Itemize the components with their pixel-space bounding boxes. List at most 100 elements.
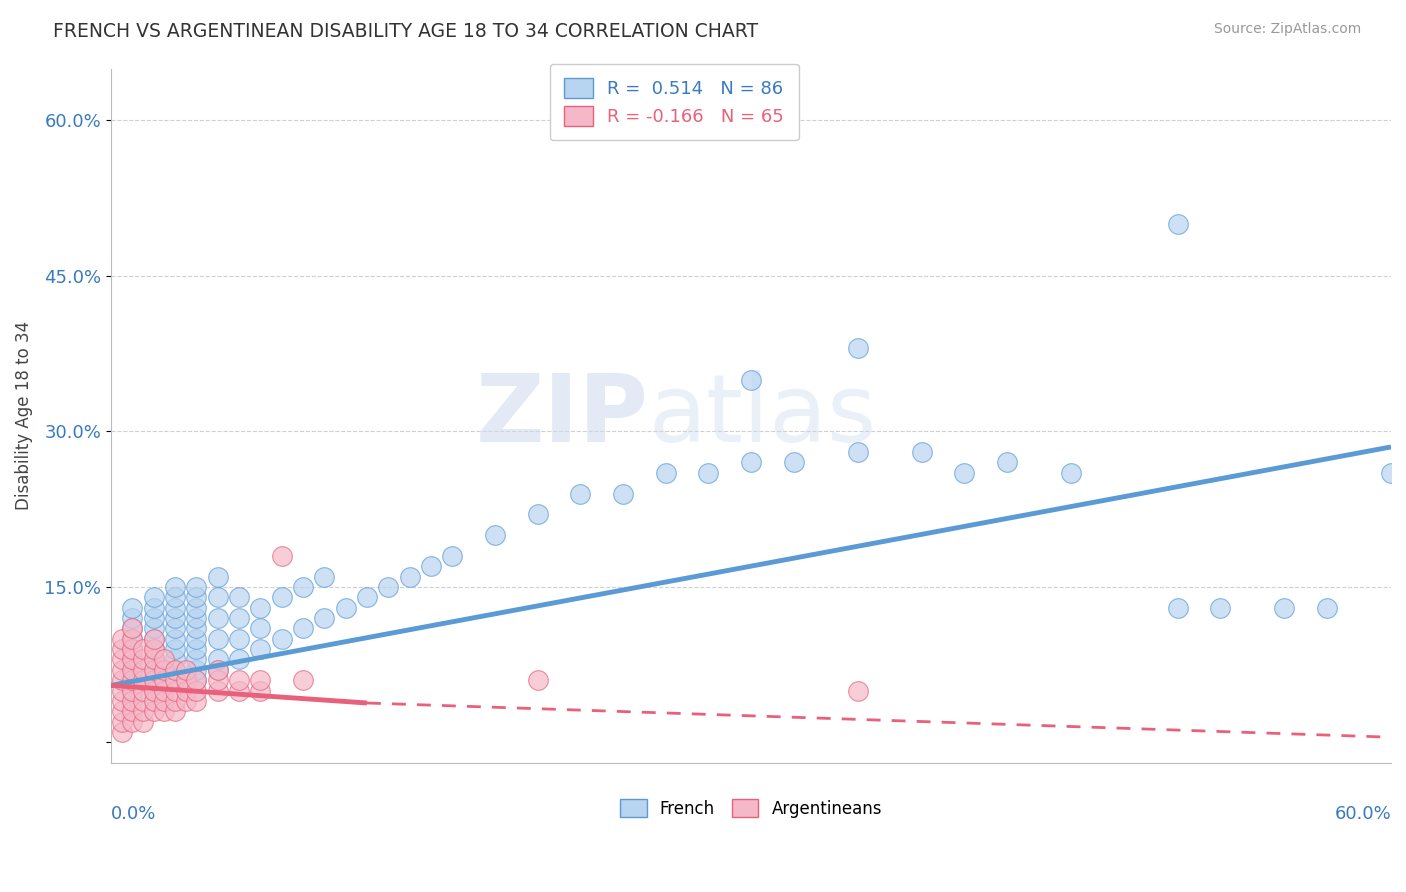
Point [740, 372, 762, 386]
Point [249, 600, 271, 615]
Point [142, 673, 165, 688]
Point [186, 673, 208, 688]
Point [153, 652, 176, 666]
Point [207, 591, 229, 605]
Point [1316, 600, 1339, 615]
Point [121, 663, 143, 677]
Point [911, 445, 934, 459]
Point [174, 663, 197, 677]
Point [1167, 600, 1189, 615]
Point [291, 580, 314, 594]
Point [111, 714, 134, 729]
Point [228, 591, 250, 605]
Point [121, 673, 143, 688]
Point [249, 673, 271, 688]
Point [356, 591, 378, 605]
Point [132, 714, 155, 729]
Point [142, 663, 165, 677]
Point [163, 642, 186, 657]
Point [526, 673, 548, 688]
Point [228, 632, 250, 646]
Point [526, 508, 548, 522]
Point [441, 549, 464, 563]
Point [142, 704, 165, 718]
Point [228, 611, 250, 625]
Point [740, 455, 762, 469]
Point [121, 694, 143, 708]
Point [142, 642, 165, 657]
Point [142, 673, 165, 688]
Point [111, 725, 134, 739]
Point [163, 632, 186, 646]
Point [249, 642, 271, 657]
Point [398, 569, 420, 583]
Point [121, 621, 143, 635]
Point [111, 673, 134, 688]
Point [270, 549, 292, 563]
Point [121, 683, 143, 698]
Point [186, 673, 208, 688]
Point [142, 591, 165, 605]
Point [1209, 600, 1232, 615]
Text: 60.0%: 60.0% [1334, 805, 1391, 822]
Point [163, 621, 186, 635]
Point [142, 683, 165, 698]
Point [377, 580, 399, 594]
Point [1272, 600, 1295, 615]
Point [207, 673, 229, 688]
Point [314, 569, 336, 583]
Point [270, 632, 292, 646]
Point [995, 455, 1018, 469]
Point [228, 652, 250, 666]
Point [121, 704, 143, 718]
Point [174, 694, 197, 708]
Point [207, 683, 229, 698]
Point [132, 683, 155, 698]
Point [207, 663, 229, 677]
Point [111, 632, 134, 646]
Point [186, 683, 208, 698]
Point [270, 591, 292, 605]
Text: Source: ZipAtlas.com: Source: ZipAtlas.com [1213, 22, 1361, 37]
Point [132, 694, 155, 708]
Point [186, 642, 208, 657]
Point [163, 663, 186, 677]
Point [132, 673, 155, 688]
Point [249, 683, 271, 698]
Point [153, 694, 176, 708]
Point [121, 714, 143, 729]
Point [153, 663, 176, 677]
Point [142, 694, 165, 708]
Point [111, 663, 134, 677]
Point [1379, 466, 1402, 480]
Point [142, 663, 165, 677]
Point [111, 652, 134, 666]
Point [121, 694, 143, 708]
Legend: French, Argentineans: French, Argentineans [613, 792, 889, 824]
Text: 0.0%: 0.0% [111, 805, 156, 822]
Point [163, 694, 186, 708]
Point [163, 611, 186, 625]
Point [163, 663, 186, 677]
Point [163, 591, 186, 605]
Point [186, 663, 208, 677]
Point [612, 486, 634, 500]
Point [111, 694, 134, 708]
Point [132, 652, 155, 666]
Point [207, 632, 229, 646]
Point [314, 611, 336, 625]
Point [111, 704, 134, 718]
Point [121, 632, 143, 646]
Y-axis label: Disability Age 18 to 34: Disability Age 18 to 34 [15, 321, 32, 510]
Point [163, 704, 186, 718]
Point [142, 642, 165, 657]
Point [111, 642, 134, 657]
Point [186, 694, 208, 708]
Point [132, 642, 155, 657]
Point [153, 683, 176, 698]
Point [207, 663, 229, 677]
Point [121, 652, 143, 666]
Point [174, 683, 197, 698]
Point [207, 611, 229, 625]
Point [121, 652, 143, 666]
